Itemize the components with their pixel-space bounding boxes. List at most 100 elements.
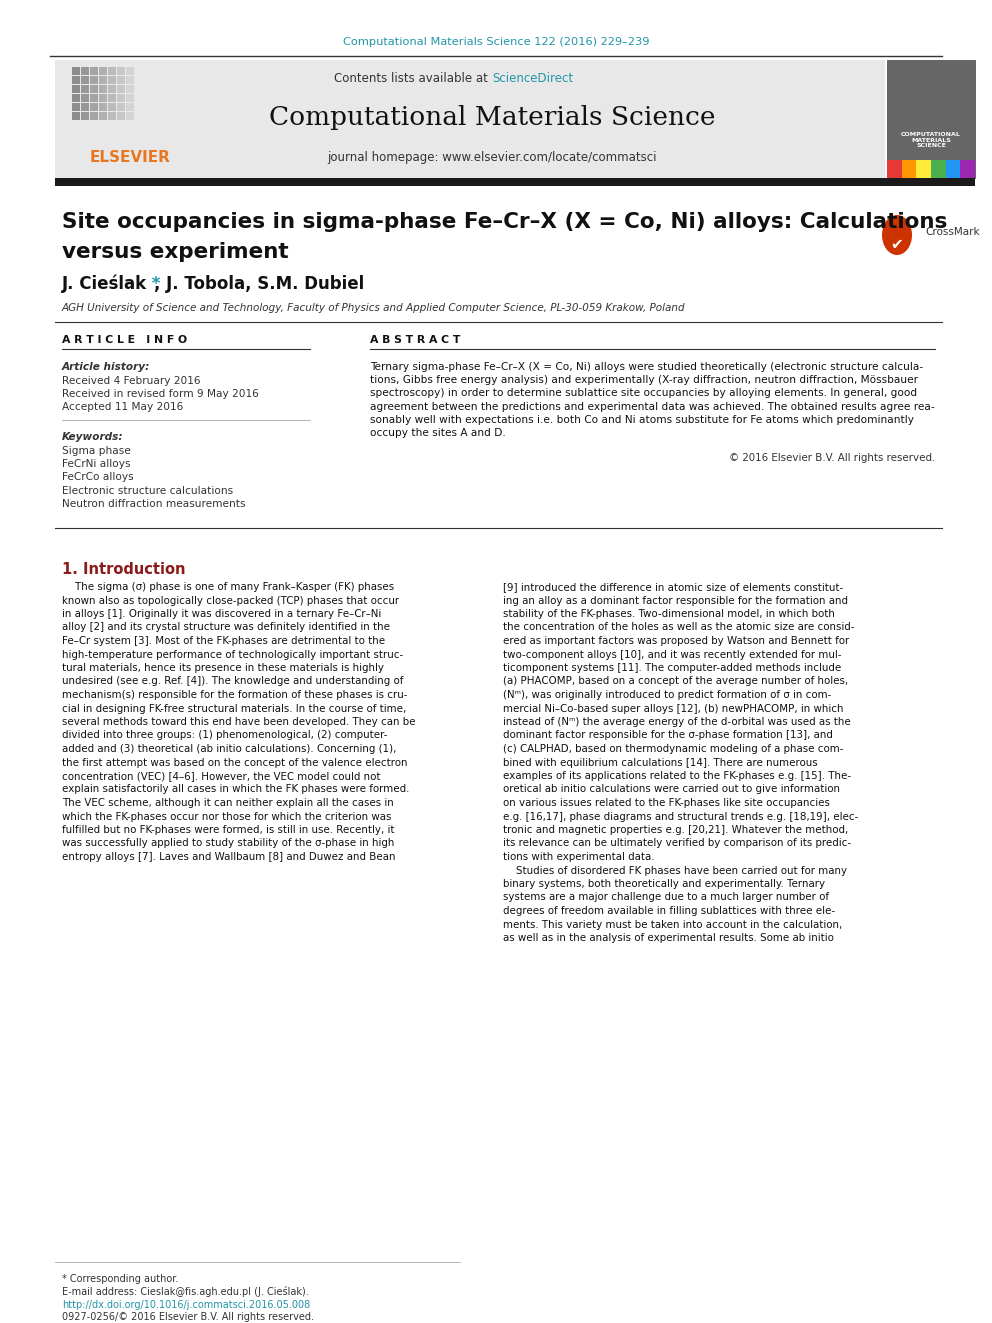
Text: its relevance can be ultimately verified by comparison of its predic-: its relevance can be ultimately verified… [503,839,851,848]
Text: A R T I C L E   I N F O: A R T I C L E I N F O [62,335,187,345]
Text: systems are a major challenge due to a much larger number of: systems are a major challenge due to a m… [503,893,829,902]
Text: tions with experimental data.: tions with experimental data. [503,852,655,863]
Bar [99,85,107,93]
Bar [72,112,80,120]
Bar [117,103,125,111]
Bar [917,160,931,179]
Bar [99,112,107,120]
Text: high-temperature performance of technologically important struc-: high-temperature performance of technolo… [62,650,404,659]
Text: http://dx.doi.org/10.1016/j.commatsci.2016.05.008: http://dx.doi.org/10.1016/j.commatsci.20… [62,1301,310,1310]
Bar [126,103,134,111]
Text: 0927-0256/© 2016 Elsevier B.V. All rights reserved.: 0927-0256/© 2016 Elsevier B.V. All right… [62,1312,314,1322]
Bar [81,67,89,75]
Bar [108,112,116,120]
Text: ScienceDirect: ScienceDirect [492,71,573,85]
Text: J. Cieślak: J. Cieślak [62,275,147,294]
Text: dominant factor responsible for the σ-phase formation [13], and: dominant factor responsible for the σ-ph… [503,730,833,741]
Text: two-component alloys [10], and it was recently extended for mul-: two-component alloys [10], and it was re… [503,650,841,659]
Bar [108,67,116,75]
Text: Contents lists available at: Contents lists available at [334,71,492,85]
Text: cial in designing FK-free structural materials. In the course of time,: cial in designing FK-free structural mat… [62,704,407,713]
Bar [90,103,98,111]
Text: CrossMark: CrossMark [925,228,980,237]
Text: Computational Materials Science 122 (2016) 229–239: Computational Materials Science 122 (201… [343,37,649,48]
Bar [81,75,89,83]
Text: [9] introduced the difference in atomic size of elements constitut-: [9] introduced the difference in atomic … [503,582,843,591]
Text: known also as topologically close-packed (TCP) phases that occur: known also as topologically close-packed… [62,595,399,606]
Text: which the FK-phases occur nor those for which the criterion was: which the FK-phases occur nor those for … [62,811,392,822]
Text: ing an alloy as a dominant factor responsible for the formation and: ing an alloy as a dominant factor respon… [503,595,848,606]
Text: ✔: ✔ [891,237,904,251]
Bar [931,160,945,179]
Bar [902,160,917,179]
Text: on various issues related to the FK-phases like site occupancies: on various issues related to the FK-phas… [503,798,830,808]
Bar [126,75,134,83]
Text: Neutron diffraction measurements: Neutron diffraction measurements [62,499,245,509]
Text: Studies of disordered FK phases have been carried out for many: Studies of disordered FK phases have bee… [503,865,847,876]
Text: (c) CALPHAD, based on thermodynamic modeling of a phase com-: (c) CALPHAD, based on thermodynamic mode… [503,744,843,754]
Text: Electronic structure calculations: Electronic structure calculations [62,486,233,496]
Bar [887,160,902,179]
Text: e.g. [16,17], phase diagrams and structural trends e.g. [18,19], elec-: e.g. [16,17], phase diagrams and structu… [503,811,858,822]
Text: , J. Tobola, S.M. Dubiel: , J. Tobola, S.M. Dubiel [154,275,364,292]
Text: Sigma phase: Sigma phase [62,446,131,456]
Bar [117,85,125,93]
Bar [90,112,98,120]
Text: * Corresponding author.: * Corresponding author. [62,1274,179,1285]
Text: entropy alloys [7]. Laves and Wallbaum [8] and Duwez and Bean: entropy alloys [7]. Laves and Wallbaum [… [62,852,396,863]
Text: E-mail address: Cieslak@fis.agh.edu.pl (J. Cieślak).: E-mail address: Cieslak@fis.agh.edu.pl (… [62,1286,309,1297]
Text: examples of its applications related to the FK-phases e.g. [15]. The-: examples of its applications related to … [503,771,851,781]
Text: spectroscopy) in order to determine sublattice site occupancies by alloying elem: spectroscopy) in order to determine subl… [370,389,918,398]
Bar [90,67,98,75]
Bar [945,160,960,179]
Text: journal homepage: www.elsevier.com/locate/commatsci: journal homepage: www.elsevier.com/locat… [327,152,657,164]
Text: The sigma (σ) phase is one of many Frank–Kasper (FK) phases: The sigma (σ) phase is one of many Frank… [62,582,394,591]
Text: tions, Gibbs free energy analysis) and experimentally (X-ray diffraction, neutro: tions, Gibbs free energy analysis) and e… [370,376,918,385]
Bar [55,179,975,187]
Text: several methods toward this end have been developed. They can be: several methods toward this end have bee… [62,717,416,728]
Bar [99,75,107,83]
Text: was successfully applied to study stability of the σ-phase in high: was successfully applied to study stabil… [62,839,395,848]
Text: Fe–Cr system [3]. Most of the FK-phases are detrimental to the: Fe–Cr system [3]. Most of the FK-phases … [62,636,385,646]
Bar [117,112,125,120]
Text: divided into three groups: (1) phenomenological, (2) computer-: divided into three groups: (1) phenomeno… [62,730,388,741]
Bar [126,112,134,120]
Bar [55,60,885,179]
Bar [81,85,89,93]
Text: A B S T R A C T: A B S T R A C T [370,335,460,345]
Text: mercial Ni–Co-based super alloys [12], (b) newPHACOMP, in which: mercial Ni–Co-based super alloys [12], (… [503,704,843,713]
Text: undesired (see e.g. Ref. [4]). The knowledge and understanding of: undesired (see e.g. Ref. [4]). The knowl… [62,676,404,687]
Text: added and (3) theoretical (ab initio calculations). Concerning (1),: added and (3) theoretical (ab initio cal… [62,744,397,754]
Text: Accepted 11 May 2016: Accepted 11 May 2016 [62,402,184,411]
Bar [72,85,80,93]
Text: Keywords:: Keywords: [62,433,124,442]
Text: concentration (VEC) [4–6]. However, the VEC model could not: concentration (VEC) [4–6]. However, the … [62,771,381,781]
Text: ticomponent systems [11]. The computer-added methods include: ticomponent systems [11]. The computer-a… [503,663,841,673]
Text: Received in revised form 9 May 2016: Received in revised form 9 May 2016 [62,389,259,400]
Text: the concentration of the holes as well as the atomic size are consid-: the concentration of the holes as well a… [503,623,854,632]
Bar [99,67,107,75]
Text: AGH University of Science and Technology, Faculty of Physics and Applied Compute: AGH University of Science and Technology… [62,303,685,314]
Bar [887,60,975,179]
Text: The VEC scheme, although it can neither explain all the cases in: The VEC scheme, although it can neither … [62,798,394,808]
Text: Site occupancies in sigma-phase Fe–Cr–X (X = Co, Ni) alloys: Calculations: Site occupancies in sigma-phase Fe–Cr–X … [62,212,947,232]
Text: (a) PHACOMP, based on a concept of the average number of holes,: (a) PHACOMP, based on a concept of the a… [503,676,848,687]
Bar [72,75,80,83]
Bar [99,94,107,102]
Bar [72,94,80,102]
Text: © 2016 Elsevier B.V. All rights reserved.: © 2016 Elsevier B.V. All rights reserved… [729,452,935,463]
Text: sonably well with expectations i.e. both Co and Ni atoms substitute for Fe atoms: sonably well with expectations i.e. both… [370,415,914,425]
Text: alloy [2] and its crystal structure was definitely identified in the: alloy [2] and its crystal structure was … [62,623,390,632]
Text: FeCrCo alloys: FeCrCo alloys [62,472,134,483]
Text: as well as in the analysis of experimental results. Some ab initio: as well as in the analysis of experiment… [503,933,834,943]
Text: ments. This variety must be taken into account in the calculation,: ments. This variety must be taken into a… [503,919,842,930]
Bar [72,67,80,75]
Ellipse shape [882,216,912,255]
Text: instead of (Nᵐ) the average energy of the d-orbital was used as the: instead of (Nᵐ) the average energy of th… [503,717,851,728]
Bar [108,103,116,111]
Text: fulfilled but no FK-phases were formed, is still in use. Recently, it: fulfilled but no FK-phases were formed, … [62,826,395,835]
Text: COMPUTATIONAL
MATERIALS
SCIENCE: COMPUTATIONAL MATERIALS SCIENCE [901,132,961,148]
Text: degrees of freedom available in filling sublattices with three ele-: degrees of freedom available in filling … [503,906,835,916]
Text: versus experiment: versus experiment [62,242,289,262]
Bar [960,160,975,179]
